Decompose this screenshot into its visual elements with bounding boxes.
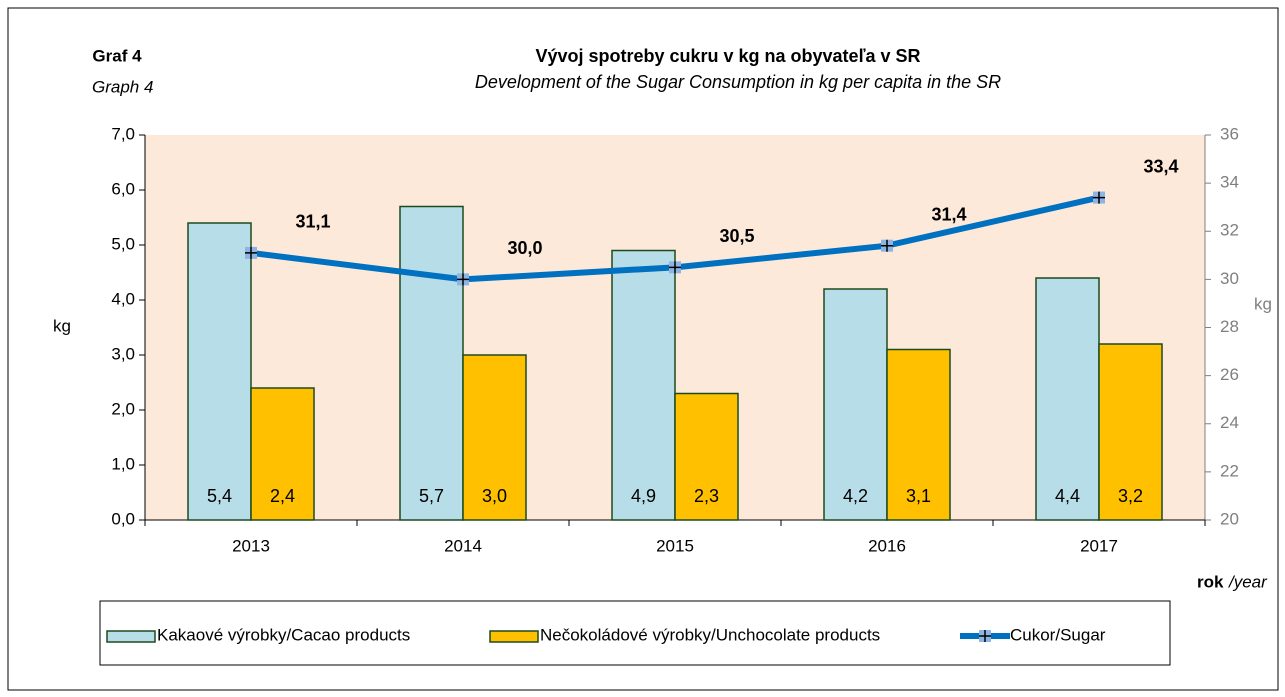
bar [823,288,888,521]
y2-tick-label: 20 [1220,509,1239,528]
y-tick-label: 2,0 [111,399,135,418]
marker-cross [457,273,469,286]
marker-cross [245,246,257,259]
y-tick-label: 0,0 [111,509,135,528]
marker-cross [1093,191,1105,204]
bar-value-label: 2,4 [270,486,295,506]
y-tick-label: 3,0 [111,344,135,363]
line-value-label: 30,0 [507,238,542,258]
bar-value-label: 3,1 [906,486,931,506]
x-tick-label: 2017 [1080,536,1118,555]
bar [187,222,252,521]
line-value-label: 30,5 [719,226,754,246]
bar-value-label: 4,4 [1055,486,1080,506]
y2-axis-label: kg [1254,294,1272,313]
x-tick-label: 2014 [444,536,482,555]
graph-label: Graf 4 [92,46,142,65]
bar [250,387,315,521]
x-axis-label: rok [1197,572,1224,591]
y2-tick-label: 24 [1220,413,1239,432]
line-value-label: 33,4 [1143,156,1178,176]
bar-value-label: 5,4 [207,486,232,506]
x-tick-label: 2015 [656,536,694,555]
bar-value-label: 2,3 [694,486,719,506]
bar-value-label: 4,2 [843,486,868,506]
y-tick-label: 1,0 [111,454,135,473]
bar-value-label: 4,9 [631,486,656,506]
y2-tick-label: 36 [1220,124,1239,143]
chart-title: Vývoj spotreby cukru v kg na obyvateľa v… [535,46,920,66]
bar [886,348,951,521]
bar [1098,343,1163,521]
bar [462,354,527,521]
bar [399,205,464,521]
y2-tick-label: 22 [1220,461,1239,480]
y-tick-label: 5,0 [111,234,135,253]
marker-cross [669,261,681,274]
bar-value-label: 3,2 [1118,486,1143,506]
y2-tick-label: 34 [1220,173,1239,192]
x-axis-label-unit: /year [1228,572,1268,591]
y2-tick-label: 28 [1220,317,1239,336]
y2-tick-label: 26 [1220,365,1239,384]
y-axis-label: kg [53,316,71,335]
graph-label-en: Graph 4 [92,77,153,96]
bar [1035,277,1100,521]
legend-label: Cukor/Sugar [1010,625,1106,644]
y2-tick-label: 32 [1220,221,1239,240]
x-tick-label: 2016 [868,536,906,555]
line-value-label: 31,4 [931,204,966,224]
line-value-label: 31,1 [295,212,330,232]
bar-value-label: 5,7 [419,486,444,506]
marker-cross [881,239,893,252]
x-tick-label: 2013 [232,536,270,555]
y-tick-label: 6,0 [111,179,135,198]
y2-tick-label: 30 [1220,269,1239,288]
legend-swatch [106,630,156,643]
y-tick-label: 4,0 [111,289,135,308]
bar-value-label: 3,0 [482,486,507,506]
legend-label: Kakaové výrobky/Cacao products [157,625,410,644]
chart-subtitle: Development of the Sugar Consumption in … [475,72,1001,92]
legend-marker-cross [979,630,991,642]
bar [611,249,676,521]
bar [674,392,739,521]
legend-swatch [489,630,539,643]
legend-label: Nečokoládové výrobky/Unchocolate product… [540,625,880,644]
y-tick-label: 7,0 [111,124,135,143]
